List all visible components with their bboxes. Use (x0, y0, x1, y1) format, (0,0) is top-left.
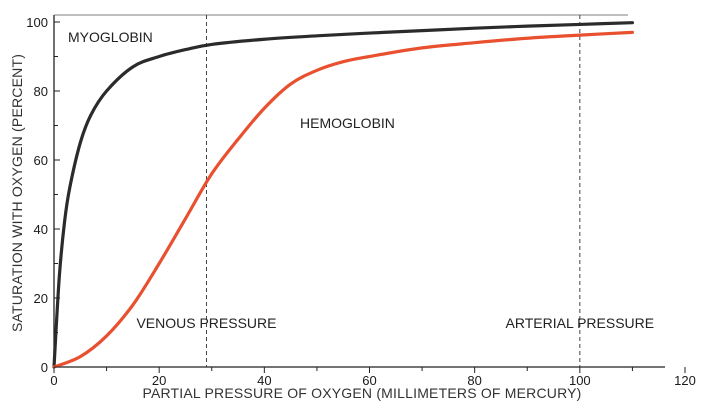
x-tick-label: 20 (152, 373, 166, 388)
x-tick-label: 0 (50, 373, 57, 388)
x-tick-label: 80 (467, 373, 481, 388)
y-tick-label: 0 (41, 360, 48, 375)
y-axis-title: SATURATION WITH OXYGEN (PERCENT) (9, 54, 25, 332)
y-tick-label: 100 (26, 15, 48, 30)
x-tick-label: 40 (257, 373, 271, 388)
hemoglobin-label: HEMOGLOBIN (300, 115, 395, 131)
y-tick-label: 80 (34, 84, 48, 99)
x-tick-label: 100 (569, 373, 591, 388)
arterial-pressure-label: ARTERIAL PRESSURE (506, 315, 655, 331)
myoglobin-curve (52, 21, 635, 369)
y-tick-label: 20 (34, 291, 48, 306)
x-axis-title: PARTIAL PRESSURE OF OXYGEN (MILLIMETERS … (142, 385, 581, 401)
venous-pressure-label: VENOUS PRESSURE (136, 315, 276, 331)
hemoglobin-curve (52, 30, 635, 369)
x-tick-label: 120 (674, 373, 696, 388)
y-tick-label: 40 (34, 222, 48, 237)
y-tick-label: 60 (34, 153, 48, 168)
x-tick-label: 60 (362, 373, 376, 388)
myoglobin-label: MYOGLOBIN (68, 29, 153, 45)
